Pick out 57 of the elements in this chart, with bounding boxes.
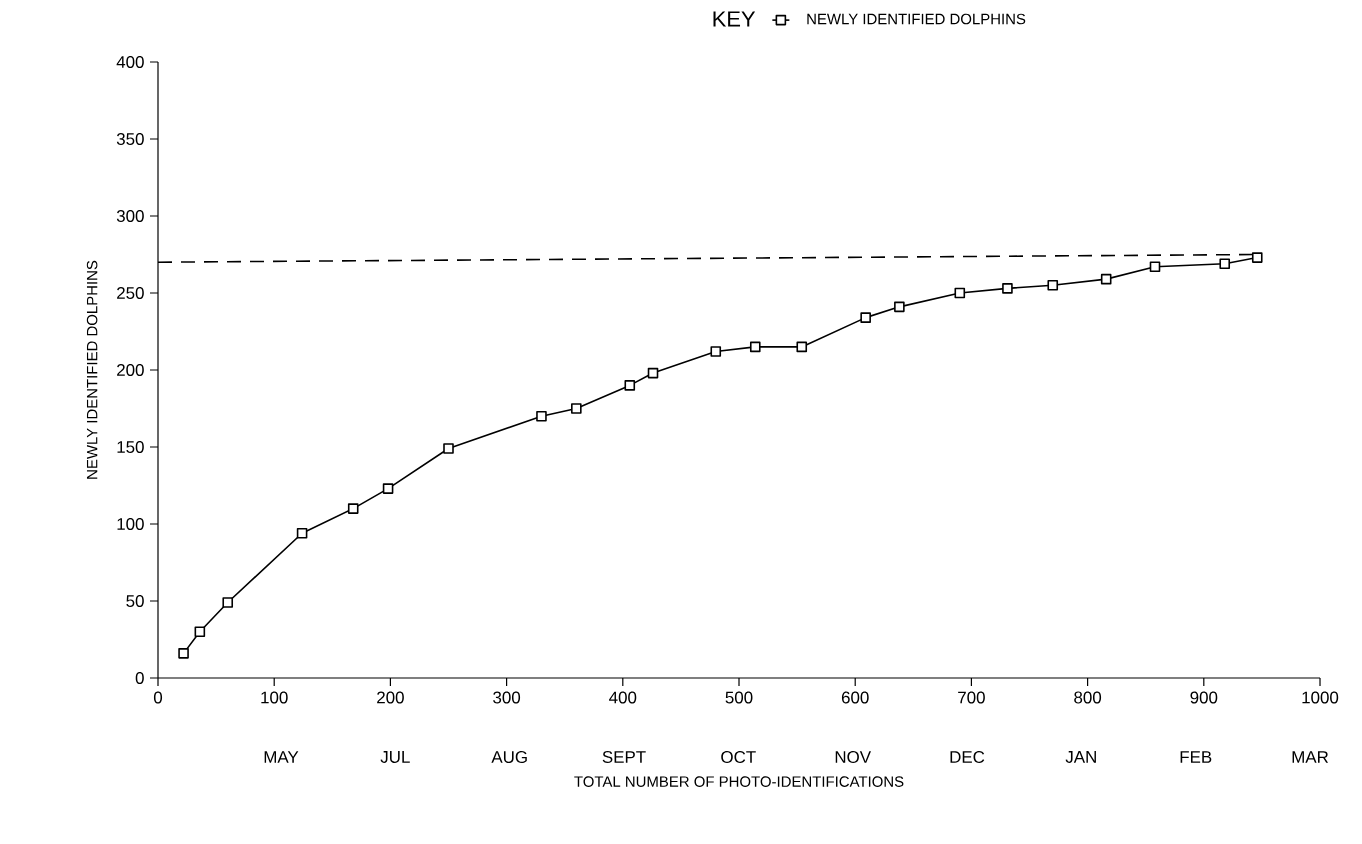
point xyxy=(860,312,871,323)
legend-label: NEWLY IDENTIFIED DOLPHINS xyxy=(807,13,1026,25)
x-tick-label: 200 xyxy=(377,691,404,704)
point xyxy=(1251,252,1263,263)
y-axis-title: NEWLY IDENTIFIED DOLPHINS xyxy=(86,260,98,479)
y-tick-label: 200 xyxy=(117,364,144,376)
x-tick-label: 300 xyxy=(493,691,521,704)
y-tick-label: 250 xyxy=(117,287,144,299)
x-tick-label: 500 xyxy=(725,691,753,704)
text: FEB xyxy=(1180,751,1212,763)
point xyxy=(954,287,966,299)
point xyxy=(647,367,659,379)
point xyxy=(382,483,394,494)
x-tick-label: 900 xyxy=(1190,691,1218,704)
point xyxy=(710,346,722,357)
y-tick-label: 50 xyxy=(126,595,144,607)
point xyxy=(796,341,808,353)
point xyxy=(1100,273,1112,285)
x-tick-label: 600 xyxy=(841,691,869,704)
x-tick-label: 1000 xyxy=(1302,691,1339,704)
x-tick-label: 800 xyxy=(1074,691,1102,704)
point xyxy=(1219,258,1231,270)
y-tick-label: 400 xyxy=(116,56,144,68)
y-tick-label: 300 xyxy=(116,210,144,222)
text: JUL xyxy=(380,751,410,763)
point xyxy=(536,410,547,422)
point xyxy=(624,380,636,391)
text: NOV xyxy=(835,751,871,763)
point xyxy=(894,301,905,313)
y-tick-label: 350 xyxy=(116,133,144,145)
point xyxy=(296,527,308,539)
text: MAY xyxy=(264,751,299,763)
y-tick-label: 100 xyxy=(117,518,144,530)
text: MAR xyxy=(1292,751,1329,763)
x-tick-label: 400 xyxy=(609,691,637,704)
text: DEC xyxy=(950,751,985,763)
text: JAN xyxy=(1065,751,1096,763)
y-tick-label: 0 xyxy=(135,672,144,684)
x-axis-title: TOTAL NUMBER OF PHOTO-IDENTIFICATIONS xyxy=(574,776,904,787)
point xyxy=(571,403,582,414)
point xyxy=(749,341,761,353)
x-tick-label: 0 xyxy=(153,691,163,704)
text: OCT xyxy=(721,751,756,763)
point xyxy=(1002,283,1013,294)
point xyxy=(443,443,454,454)
y-tick-label: 150 xyxy=(117,441,144,453)
point xyxy=(222,597,234,608)
point xyxy=(178,648,189,659)
point xyxy=(1047,280,1059,291)
x-tick-label: 100 xyxy=(261,691,288,704)
point xyxy=(1149,261,1161,273)
point xyxy=(194,626,206,638)
legend-title: KEY xyxy=(713,11,756,27)
text: AUG xyxy=(491,751,527,763)
point xyxy=(347,503,359,514)
x-tick-label: 700 xyxy=(958,691,985,704)
text: SEPT xyxy=(602,751,646,763)
